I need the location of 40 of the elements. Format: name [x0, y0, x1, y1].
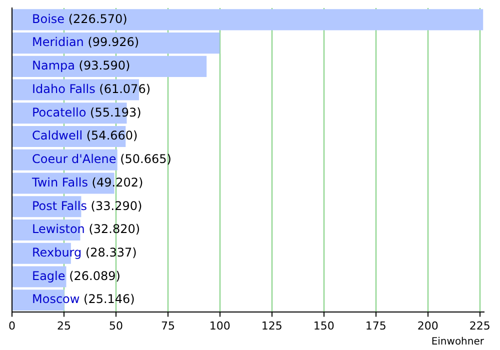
y-tick-label: Eagle — [32, 268, 66, 283]
x-tick-label: 175 — [365, 319, 386, 332]
data-label: (25.146) — [80, 292, 135, 306]
y-tick-label: Idaho Falls — [32, 82, 96, 96]
data-label: (93.590) — [74, 58, 130, 73]
data-label: (226.570) — [64, 12, 128, 26]
bar — [12, 56, 207, 77]
data-label: (99.926) — [84, 35, 140, 50]
y-tick-label: Caldwell — [32, 128, 83, 143]
data-label: (50.665) — [116, 152, 172, 166]
y-tick-label: Nampa — [32, 58, 75, 73]
y-tick-label: Coeur d'Alene — [32, 152, 116, 166]
data-label: (26.089) — [65, 268, 120, 283]
y-tick-label: Meridian — [32, 35, 84, 50]
data-label: (61.076) — [95, 82, 151, 96]
y-tick-label: Moscow — [32, 292, 80, 306]
y-tick-label: Post Falls — [32, 198, 87, 213]
y-tick-label: Lewiston — [32, 222, 85, 236]
y-tick-label: Boise — [32, 12, 65, 26]
data-label: (55.193) — [86, 105, 142, 120]
x-tick-label: 75 — [160, 319, 175, 332]
data-label: (49.202) — [88, 175, 144, 190]
x-tick-label: 200 — [417, 319, 438, 332]
x-tick-label: 125 — [261, 319, 282, 332]
y-tick-label: Rexburg — [32, 246, 82, 260]
bar — [12, 9, 484, 30]
x-tick-label: 50 — [108, 319, 123, 332]
x-tick-label: 25 — [56, 319, 71, 332]
bar — [12, 32, 220, 54]
data-label: (33.290) — [86, 198, 142, 213]
y-tick-label: Pocatello — [32, 105, 86, 120]
x-tick-label: 225 — [469, 319, 490, 332]
x-axis-title: Einwohner — [431, 336, 485, 348]
x-tick-label: 100 — [209, 319, 230, 332]
x-tick-label: 150 — [313, 319, 334, 332]
data-label: (32.820) — [84, 222, 140, 236]
data-label: (54.660) — [82, 128, 138, 143]
y-tick-label: Twin Falls — [31, 175, 88, 190]
data-label: (28.337) — [82, 246, 137, 260]
x-tick-label: 0 — [8, 319, 16, 332]
